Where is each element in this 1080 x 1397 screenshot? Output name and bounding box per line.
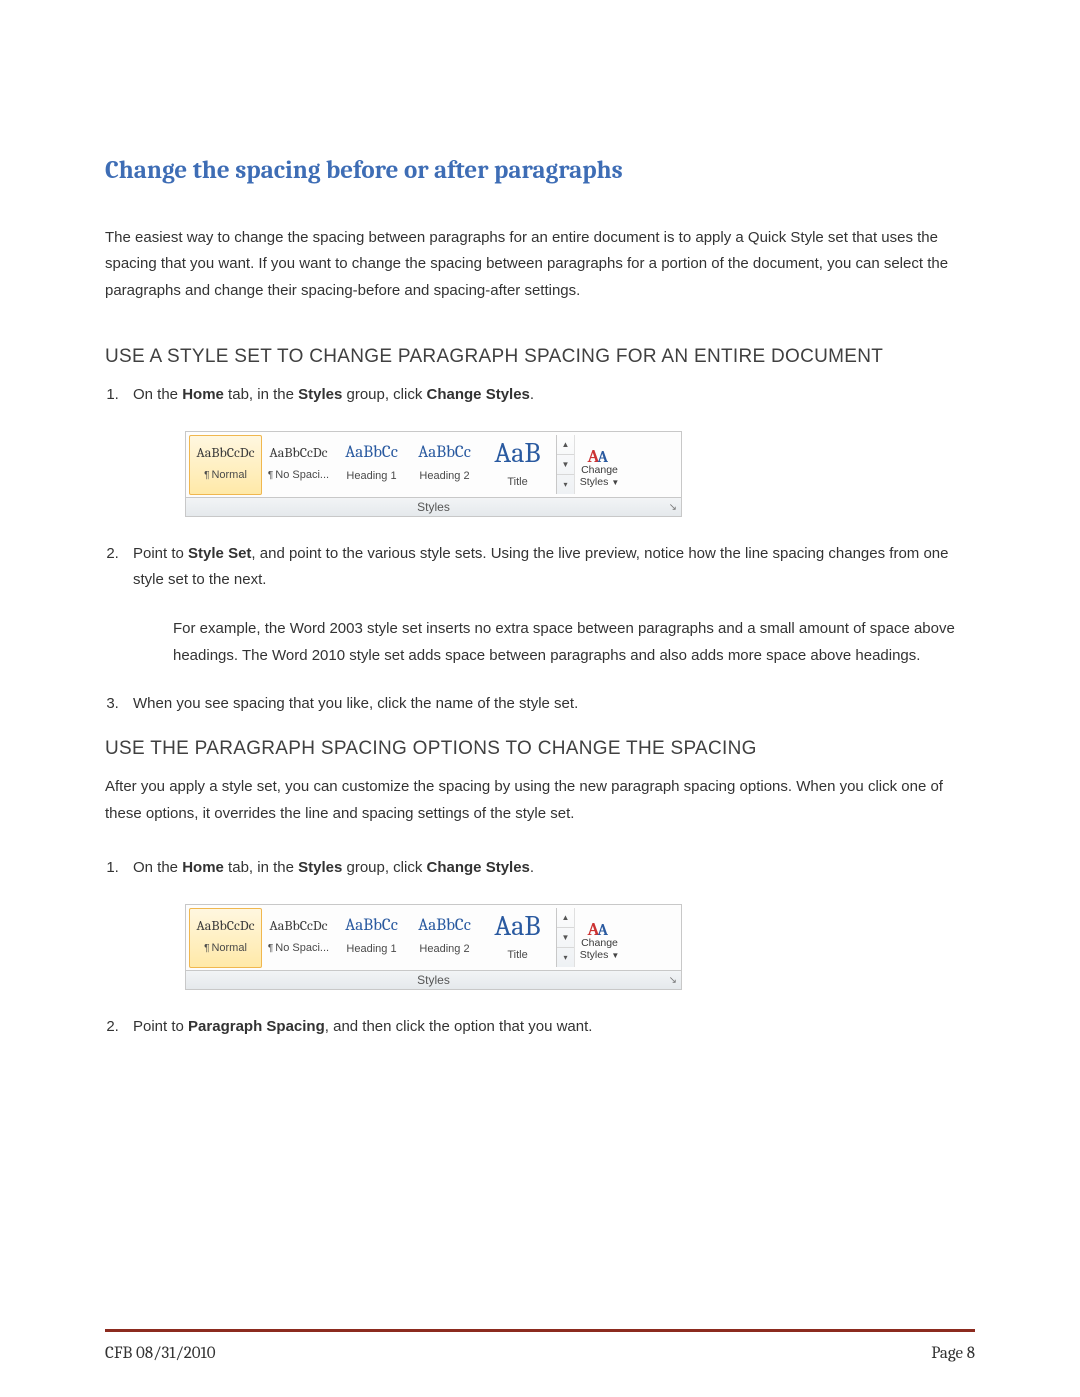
section1-step-2-sub: For example, the Word 2003 style set ins… <box>173 616 975 669</box>
section2-heading: USE THE PARAGRAPH SPACING OPTIONS TO CHA… <box>105 738 975 760</box>
intro-paragraph: The easiest way to change the spacing be… <box>105 225 975 304</box>
pilcrow-icon: ¶ <box>204 943 209 954</box>
expand-gallery-icon[interactable]: ▾ <box>557 948 574 967</box>
style-label: ¶Normal <box>204 466 247 485</box>
text: On the <box>133 859 182 876</box>
styles-ribbon-gallery: AaBbCcDc¶NormalAaBbCcDc¶No Spaci...AaBbC… <box>185 431 682 517</box>
section1-step-1: On the Home tab, in the Styles group, cl… <box>123 382 975 518</box>
bold-paragraph-spacing: Paragraph Spacing <box>188 1018 325 1035</box>
style-sample: AaBbCc <box>345 917 398 934</box>
footer-left: CFB 08/31/2010 <box>105 1344 216 1363</box>
text: tab, in the <box>224 859 298 876</box>
section2-step-1: On the Home tab, in the Styles group, cl… <box>123 855 975 991</box>
text: . <box>530 859 534 876</box>
footer-right: Page 8 <box>931 1344 975 1363</box>
text: Point to <box>133 545 188 562</box>
text: , and point to the various style sets. U… <box>133 545 948 588</box>
text: group, click <box>342 859 426 876</box>
style-tile-heading-2[interactable]: AaBbCc Heading 2 <box>408 435 481 495</box>
style-label: ¶Normal <box>204 939 247 958</box>
bold-home: Home <box>182 386 224 403</box>
section1-step-3: When you see spacing that you like, clic… <box>123 691 975 717</box>
section2-steps: On the Home tab, in the Styles group, cl… <box>105 855 975 1040</box>
expand-gallery-icon[interactable]: ▾ <box>557 475 574 494</box>
style-sample: AaBbCc <box>345 444 398 461</box>
bold-style-set: Style Set <box>188 545 251 562</box>
style-sample: AaBbCcDc <box>196 446 254 460</box>
page-title: Change the spacing before or after parag… <box>105 156 975 185</box>
style-sample: AaB <box>494 912 540 940</box>
style-tile-normal[interactable]: AaBbCcDc ¶Normal <box>189 435 262 495</box>
style-tile-heading-2[interactable]: AaBbCc Heading 2 <box>408 908 481 968</box>
text: , and then click the option that you wan… <box>325 1018 593 1035</box>
style-sample: AaBbCc <box>418 444 471 461</box>
bold-home: Home <box>182 859 224 876</box>
scroll-up-icon[interactable]: ▲ <box>557 435 574 455</box>
style-tile-no-spaci-[interactable]: AaBbCcDc ¶No Spaci... <box>262 908 335 968</box>
style-label: Heading 1 <box>346 467 396 486</box>
style-tile-heading-1[interactable]: AaBbCc Heading 1 <box>335 908 408 968</box>
footer-rule <box>105 1329 975 1332</box>
scroll-up-icon[interactable]: ▲ <box>557 908 574 928</box>
bold-styles: Styles <box>298 859 342 876</box>
change-styles-icon: AA <box>588 915 612 935</box>
scroll-down-icon[interactable]: ▼ <box>557 928 574 948</box>
text: Point to <box>133 1018 188 1035</box>
bold-styles: Styles <box>298 386 342 403</box>
change-styles-icon: AA <box>588 442 612 462</box>
section1-heading: USE A STYLE SET TO CHANGE PARAGRAPH SPAC… <box>105 346 975 368</box>
style-label: Heading 2 <box>419 940 469 959</box>
style-tile-no-spaci-[interactable]: AaBbCcDc ¶No Spaci... <box>262 435 335 495</box>
change-styles-button[interactable]: AAChangeStyles▼ <box>574 435 624 494</box>
style-sample: AaBbCc <box>418 917 471 934</box>
styles-group-label: Styles↘ <box>186 971 681 989</box>
section2-step-2: Point to Paragraph Spacing, and then cli… <box>123 1014 975 1040</box>
section1-step-2: Point to Style Set, and point to the var… <box>123 541 975 669</box>
text: On the <box>133 386 182 403</box>
styles-group-label: Styles↘ <box>186 498 681 516</box>
style-label: ¶No Spaci... <box>268 939 329 958</box>
style-label: Heading 2 <box>419 467 469 486</box>
style-sample: AaB <box>494 439 540 467</box>
bold-change-styles: Change Styles <box>427 386 530 403</box>
change-styles-button[interactable]: AAChangeStyles▼ <box>574 908 624 967</box>
style-label: Title <box>507 473 527 492</box>
dialog-launcher-icon[interactable]: ↘ <box>669 972 677 989</box>
dialog-launcher-icon[interactable]: ↘ <box>669 499 677 516</box>
section2-intro: After you apply a style set, you can cus… <box>105 774 975 827</box>
text: . <box>530 386 534 403</box>
style-tile-title[interactable]: AaB Title <box>481 908 554 968</box>
style-label: ¶No Spaci... <box>268 466 329 485</box>
text: group, click <box>342 386 426 403</box>
style-tile-title[interactable]: AaB Title <box>481 435 554 495</box>
bold-change-styles: Change Styles <box>427 859 530 876</box>
style-sample: AaBbCcDc <box>269 446 327 460</box>
page-footer: CFB 08/31/2010 Page 8 <box>105 1344 975 1363</box>
pilcrow-icon: ¶ <box>268 943 273 954</box>
text: tab, in the <box>224 386 298 403</box>
style-tile-heading-1[interactable]: AaBbCc Heading 1 <box>335 435 408 495</box>
styles-ribbon-gallery: AaBbCcDc¶NormalAaBbCcDc¶No Spaci...AaBbC… <box>185 904 682 990</box>
style-sample: AaBbCcDc <box>269 919 327 933</box>
style-tile-normal[interactable]: AaBbCcDc ¶Normal <box>189 908 262 968</box>
style-label: Heading 1 <box>346 940 396 959</box>
section1-steps: On the Home tab, in the Styles group, cl… <box>105 382 975 717</box>
scroll-down-icon[interactable]: ▼ <box>557 455 574 475</box>
pilcrow-icon: ¶ <box>204 470 209 481</box>
style-sample: AaBbCcDc <box>196 919 254 933</box>
pilcrow-icon: ¶ <box>268 470 273 481</box>
style-label: Title <box>507 946 527 965</box>
